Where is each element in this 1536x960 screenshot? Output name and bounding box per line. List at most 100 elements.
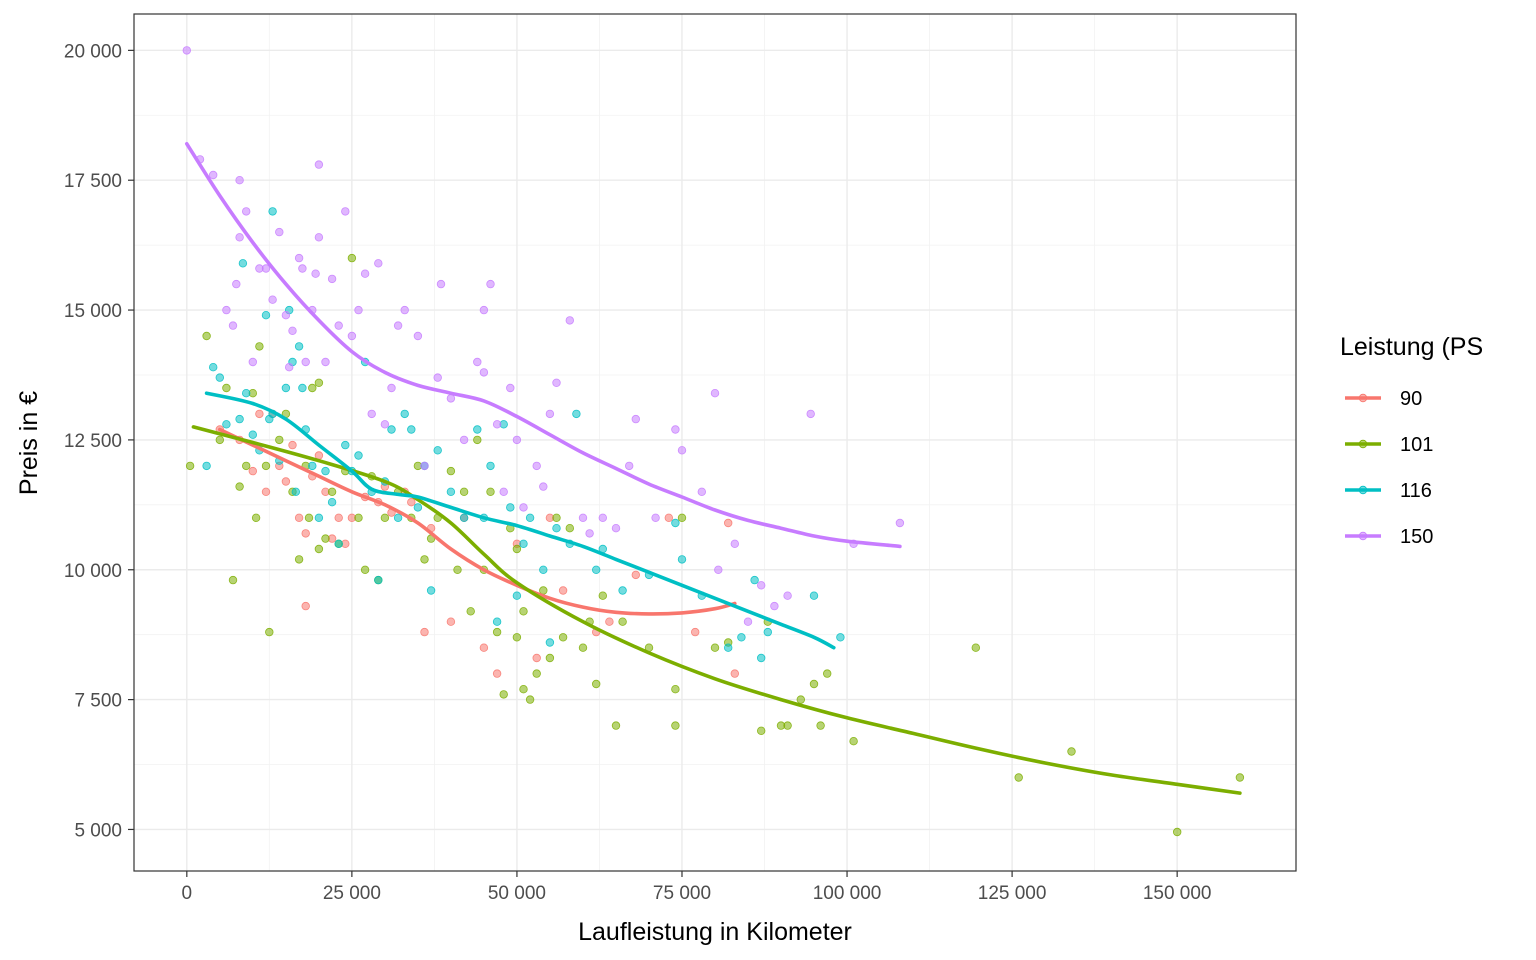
data-point-116 bbox=[525, 513, 535, 522]
data-point-116 bbox=[215, 373, 224, 382]
curves-layer bbox=[185, 142, 1242, 795]
data-point-90 bbox=[532, 653, 541, 663]
data-point-150 bbox=[281, 311, 291, 320]
data-point-101 bbox=[499, 690, 508, 699]
data-point-90 bbox=[479, 643, 489, 652]
legend-item-150: 150 bbox=[1345, 526, 1433, 548]
data-point-90 bbox=[631, 570, 640, 580]
data-point-101 bbox=[294, 555, 304, 564]
data-point-116 bbox=[327, 498, 337, 507]
data-point-150 bbox=[565, 316, 574, 325]
data-point-101 bbox=[671, 685, 680, 694]
data-point-101 bbox=[816, 721, 825, 730]
data-point-116 bbox=[202, 461, 211, 471]
y-tick-label: 17 500 bbox=[64, 171, 122, 192]
data-point-90 bbox=[261, 487, 271, 496]
data-point-150 bbox=[730, 539, 739, 548]
data-point-101 bbox=[545, 653, 555, 663]
data-point-101 bbox=[222, 383, 231, 393]
data-point-116 bbox=[763, 627, 772, 637]
data-point-150 bbox=[770, 601, 779, 611]
data-point-101 bbox=[228, 575, 238, 585]
data-point-90 bbox=[492, 669, 502, 678]
data-point-101 bbox=[519, 607, 528, 616]
data-point-101 bbox=[519, 685, 528, 694]
data-point-150 bbox=[413, 331, 423, 341]
data-point-150 bbox=[677, 446, 687, 455]
data-point-150 bbox=[235, 233, 244, 242]
data-point-150 bbox=[241, 207, 251, 216]
data-point-90 bbox=[558, 586, 568, 595]
data-point-101 bbox=[261, 461, 271, 471]
data-point-90 bbox=[248, 466, 257, 476]
data-point-116 bbox=[671, 518, 680, 528]
data-point-101 bbox=[347, 253, 357, 263]
data-point-101 bbox=[275, 435, 284, 445]
data-point-90 bbox=[691, 627, 700, 637]
data-point-150 bbox=[301, 357, 310, 367]
data-point-101 bbox=[486, 487, 495, 496]
data-point-150 bbox=[545, 409, 555, 419]
data-point-150 bbox=[611, 524, 621, 533]
data-point-150 bbox=[433, 373, 442, 382]
data-point-116 bbox=[433, 446, 442, 455]
data-point-150 bbox=[598, 513, 607, 522]
data-point-150 bbox=[235, 175, 244, 185]
x-tick-label: 150 000 bbox=[1143, 883, 1212, 904]
data-point-150 bbox=[625, 461, 634, 471]
data-point-101 bbox=[1067, 747, 1076, 756]
data-point-101 bbox=[592, 679, 601, 689]
data-point-101 bbox=[354, 513, 363, 522]
data-point-150 bbox=[182, 46, 191, 55]
data-point-101 bbox=[525, 695, 535, 704]
data-point-116 bbox=[248, 430, 257, 439]
data-point-116 bbox=[222, 420, 231, 429]
data-point-101 bbox=[492, 627, 502, 637]
data-point-116 bbox=[268, 207, 277, 216]
legend-label: 150 bbox=[1400, 526, 1433, 548]
smooth-line-150 bbox=[185, 142, 902, 549]
data-point-101 bbox=[420, 555, 429, 564]
data-point-150 bbox=[532, 461, 541, 471]
data-point-150 bbox=[499, 487, 508, 496]
legend: 90 101 116 150 bbox=[1345, 388, 1433, 548]
smooth-line-116 bbox=[204, 391, 836, 650]
data-point-116 bbox=[241, 389, 251, 398]
data-point-101 bbox=[235, 482, 244, 491]
data-point-150 bbox=[314, 160, 324, 169]
data-point-116 bbox=[572, 409, 581, 419]
y-tick-label: 10 000 bbox=[64, 561, 122, 582]
panel-border bbox=[133, 13, 1297, 872]
data-point-116 bbox=[334, 539, 343, 548]
grid-minor bbox=[134, 14, 1296, 871]
data-point-90 bbox=[301, 601, 310, 611]
data-point-150 bbox=[459, 435, 469, 445]
data-point-150 bbox=[539, 482, 548, 491]
legend-key-point bbox=[1358, 439, 1368, 449]
data-point-150 bbox=[400, 305, 409, 315]
data-point-101 bbox=[677, 513, 687, 522]
data-point-116 bbox=[291, 487, 300, 496]
data-point-116 bbox=[387, 425, 396, 434]
data-point-150 bbox=[585, 529, 594, 538]
data-point-116 bbox=[836, 633, 845, 642]
data-point-101 bbox=[255, 342, 264, 351]
data-point-116 bbox=[757, 653, 766, 663]
x-axis-title: Laufleistung in Kilometer bbox=[578, 918, 852, 946]
data-point-101 bbox=[565, 524, 574, 533]
y-tick-label: 7 500 bbox=[74, 691, 122, 712]
data-point-90 bbox=[605, 617, 614, 626]
data-point-101 bbox=[360, 565, 370, 574]
data-point-90 bbox=[301, 529, 310, 538]
data-point-90 bbox=[446, 617, 456, 626]
data-point-150 bbox=[743, 617, 753, 626]
data-point-90 bbox=[288, 440, 297, 450]
data-point-116 bbox=[281, 383, 291, 393]
data-point-90 bbox=[294, 513, 304, 522]
data-point-150 bbox=[374, 259, 383, 268]
data-point-150 bbox=[895, 518, 905, 528]
data-point-150 bbox=[651, 513, 660, 522]
data-point-101 bbox=[710, 643, 720, 652]
data-point-90 bbox=[407, 498, 416, 507]
data-point-101 bbox=[512, 633, 522, 642]
